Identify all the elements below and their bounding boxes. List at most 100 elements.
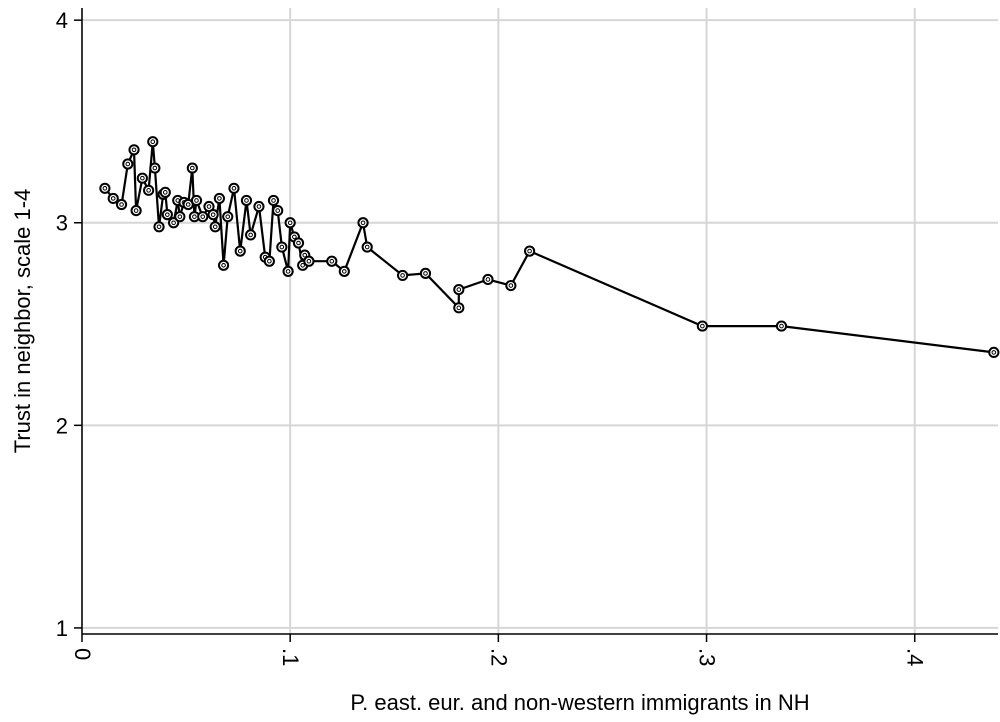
data-point-marker-center bbox=[125, 161, 131, 167]
data-point-marker-center bbox=[285, 269, 291, 274]
data-point bbox=[397, 269, 409, 282]
data-point bbox=[361, 241, 373, 253]
data-point-marker-center bbox=[206, 204, 212, 209]
data-point-marker-center bbox=[231, 186, 237, 191]
data-point-marker bbox=[523, 245, 536, 257]
data-point-marker-center bbox=[700, 323, 705, 329]
data-point-marker bbox=[207, 209, 219, 221]
x-tick-label: .1 bbox=[278, 648, 303, 666]
data-point bbox=[453, 283, 465, 296]
y-tick-label: 1 bbox=[56, 616, 68, 641]
x-tick-label: .4 bbox=[903, 648, 928, 666]
data-point bbox=[99, 182, 111, 194]
data-point-marker bbox=[245, 229, 257, 241]
x-tick-label: .3 bbox=[695, 648, 720, 666]
data-point bbox=[988, 346, 1000, 359]
data-point-marker bbox=[217, 259, 230, 271]
data-point-marker bbox=[153, 221, 165, 233]
data-point bbox=[234, 245, 246, 257]
data-point-marker-center bbox=[146, 188, 151, 193]
data-point-marker bbox=[197, 211, 209, 223]
data-point bbox=[115, 198, 128, 211]
data-point-marker bbox=[234, 245, 246, 257]
data-point-marker bbox=[357, 217, 369, 229]
data-point-marker bbox=[130, 204, 142, 217]
data-point-marker bbox=[282, 265, 294, 277]
x-tick-label: .2 bbox=[486, 648, 511, 666]
data-point-marker bbox=[292, 237, 305, 249]
data-point-marker-center bbox=[192, 214, 197, 219]
y-tick-label: 3 bbox=[56, 211, 68, 236]
data-point bbox=[267, 194, 280, 207]
data-point-marker bbox=[209, 221, 221, 233]
data-point-marker bbox=[115, 198, 128, 211]
data-point-marker bbox=[988, 346, 1000, 359]
data-point-marker-center bbox=[485, 277, 491, 282]
data-point bbox=[161, 209, 173, 221]
x-tick-label: 0 bbox=[70, 648, 95, 660]
data-point bbox=[282, 265, 294, 277]
data-point bbox=[505, 279, 517, 292]
data-point-marker-center bbox=[171, 220, 176, 226]
data-point-marker-center bbox=[267, 258, 272, 264]
data-point bbox=[272, 204, 284, 217]
data-point bbox=[303, 255, 315, 267]
data-point-marker-center bbox=[300, 262, 305, 268]
data-point-marker bbox=[419, 267, 432, 279]
data-point bbox=[122, 158, 134, 170]
data-point bbox=[159, 186, 171, 198]
data-point-marker-center bbox=[152, 165, 158, 171]
data-point-marker-center bbox=[779, 323, 784, 329]
data-point bbox=[253, 200, 265, 213]
data-point-marker-center bbox=[194, 198, 199, 203]
data-point-marker bbox=[149, 162, 161, 174]
data-point-marker bbox=[482, 273, 494, 286]
data-point bbox=[153, 221, 165, 233]
data-point-marker-center bbox=[200, 214, 206, 219]
data-point bbox=[207, 209, 219, 221]
data-point bbox=[149, 162, 161, 174]
data-point bbox=[240, 194, 253, 207]
data-point-marker bbox=[222, 211, 234, 223]
data-point-marker bbox=[272, 204, 284, 217]
data-point-marker-center bbox=[306, 258, 312, 264]
data-point-marker-center bbox=[256, 204, 262, 209]
data-point bbox=[453, 302, 465, 314]
data-point bbox=[222, 211, 234, 223]
data-point-marker-center bbox=[210, 212, 216, 217]
data-point-marker-center bbox=[133, 208, 139, 213]
data-point-marker-center bbox=[131, 147, 137, 153]
data-point bbox=[263, 255, 275, 267]
data-point-marker-center bbox=[508, 283, 514, 288]
data-point-marker-center bbox=[342, 269, 347, 274]
data-point-marker bbox=[122, 158, 134, 170]
data-point-marker-center bbox=[279, 244, 285, 250]
data-point bbox=[419, 267, 432, 279]
series bbox=[99, 136, 1000, 359]
data-point-marker-center bbox=[991, 350, 997, 355]
data-point bbox=[245, 229, 257, 241]
data-point-marker bbox=[361, 241, 373, 253]
y-tick-label: 4 bbox=[56, 8, 68, 33]
data-point-marker-center bbox=[119, 202, 124, 207]
data-point-marker-center bbox=[212, 224, 218, 230]
ticks: 1 2 3 4 0 .1 .2 .3 .4 bbox=[56, 8, 928, 666]
data-point-marker-center bbox=[102, 186, 108, 191]
data-point-marker bbox=[696, 320, 708, 332]
data-point-marker bbox=[453, 302, 465, 314]
data-point-marker bbox=[276, 241, 288, 253]
data-point bbox=[209, 221, 221, 233]
data-point-marker bbox=[505, 279, 517, 292]
data-point bbox=[143, 184, 155, 196]
y-axis-title: Trust in neighbor, scale 1-4 bbox=[10, 189, 35, 454]
data-point-marker bbox=[453, 283, 465, 296]
data-point-marker bbox=[263, 255, 275, 267]
data-point-marker-center bbox=[110, 196, 116, 201]
data-point-marker bbox=[284, 217, 296, 229]
data-point-marker-center bbox=[217, 196, 222, 201]
data-point bbox=[228, 182, 240, 194]
data-point-marker-center bbox=[165, 212, 170, 217]
data-point-marker bbox=[213, 192, 225, 205]
data-point bbox=[326, 255, 338, 267]
data-point-marker bbox=[190, 194, 203, 207]
